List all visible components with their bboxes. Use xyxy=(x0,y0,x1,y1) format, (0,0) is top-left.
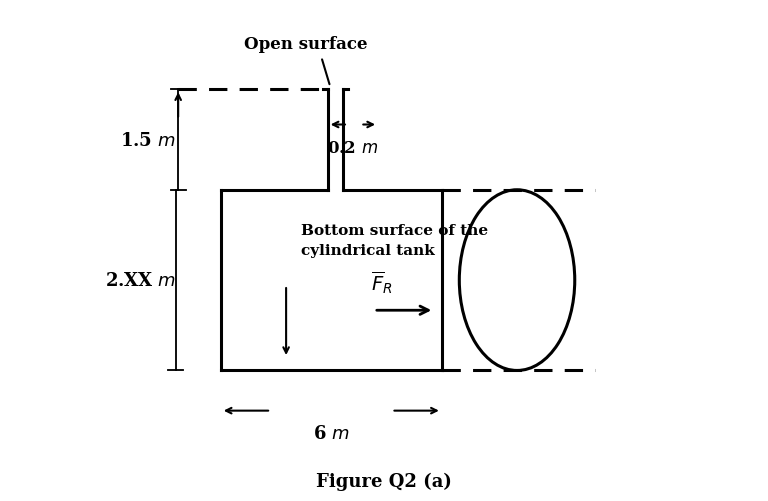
Text: 0.2 $m$: 0.2 $m$ xyxy=(327,139,379,156)
Text: 2.XX $m$: 2.XX $m$ xyxy=(105,272,176,290)
Text: 1.5 $m$: 1.5 $m$ xyxy=(120,131,176,149)
Text: $\overline{F}_R$: $\overline{F}_R$ xyxy=(372,270,393,296)
Text: Bottom surface of the
cylindrical tank: Bottom surface of the cylindrical tank xyxy=(301,224,488,257)
Text: Figure Q2 (a): Figure Q2 (a) xyxy=(316,472,452,490)
Text: 6 $m$: 6 $m$ xyxy=(313,424,350,442)
Text: Open surface: Open surface xyxy=(244,36,368,53)
